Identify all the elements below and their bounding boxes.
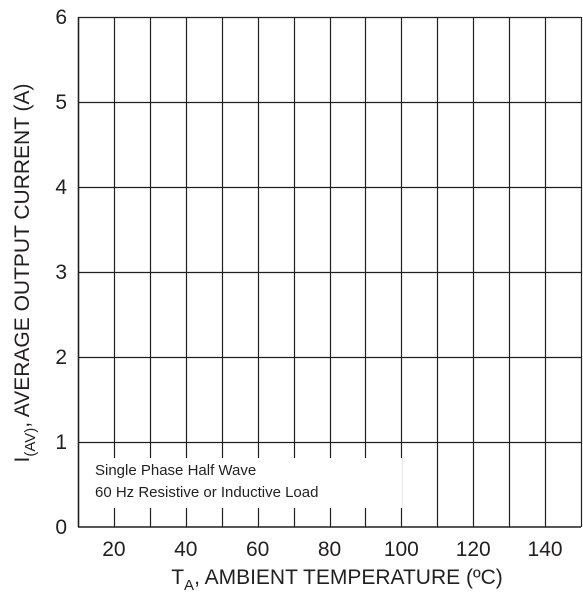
annotation-line-2: 60 Hz Resistive or Inductive Load: [95, 484, 318, 501]
y-tick-label: 5: [55, 91, 67, 114]
y-tick-label: 3: [55, 261, 67, 284]
annotation-line-1: Single Phase Half Wave: [95, 462, 256, 479]
y-tick-label: 2: [55, 346, 67, 369]
y-tick-labels: 0 1 2 3 4 5 6: [55, 6, 67, 539]
y-tick-label: 1: [55, 431, 67, 454]
x-tick-label: 100: [384, 538, 419, 561]
x-axis-title-sub: A: [184, 577, 194, 594]
x-axis-title-main: T: [171, 566, 184, 589]
annotation-box: [88, 458, 402, 508]
y-tick-label: 4: [55, 176, 67, 199]
y-axis-title: I(AV), AVERAGE OUTPUT CURRENT (A): [11, 84, 39, 463]
x-tick-label: 20: [102, 538, 125, 561]
x-tick-label: 140: [528, 538, 563, 561]
y-axis-title-rest: , AVERAGE OUTPUT CURRENT (A): [11, 84, 34, 428]
y-axis-title-sub: (AV): [22, 428, 39, 457]
x-tick-label: 40: [174, 538, 197, 561]
x-tick-labels: 20 40 60 80 100 120 140: [102, 538, 562, 561]
x-axis-title-rest: , AMBIENT TEMPERATURE (ºC): [194, 566, 503, 589]
y-axis-title-main: I: [11, 457, 34, 463]
grid-lines: [77, 16, 583, 528]
x-tick-label: 60: [246, 538, 269, 561]
y-tick-label: 6: [55, 6, 67, 29]
x-tick-label: 80: [318, 538, 341, 561]
x-tick-label: 120: [456, 538, 491, 561]
x-axis-title: TA, AMBIENT TEMPERATURE (ºC): [171, 566, 503, 594]
y-tick-label: 0: [55, 516, 67, 539]
